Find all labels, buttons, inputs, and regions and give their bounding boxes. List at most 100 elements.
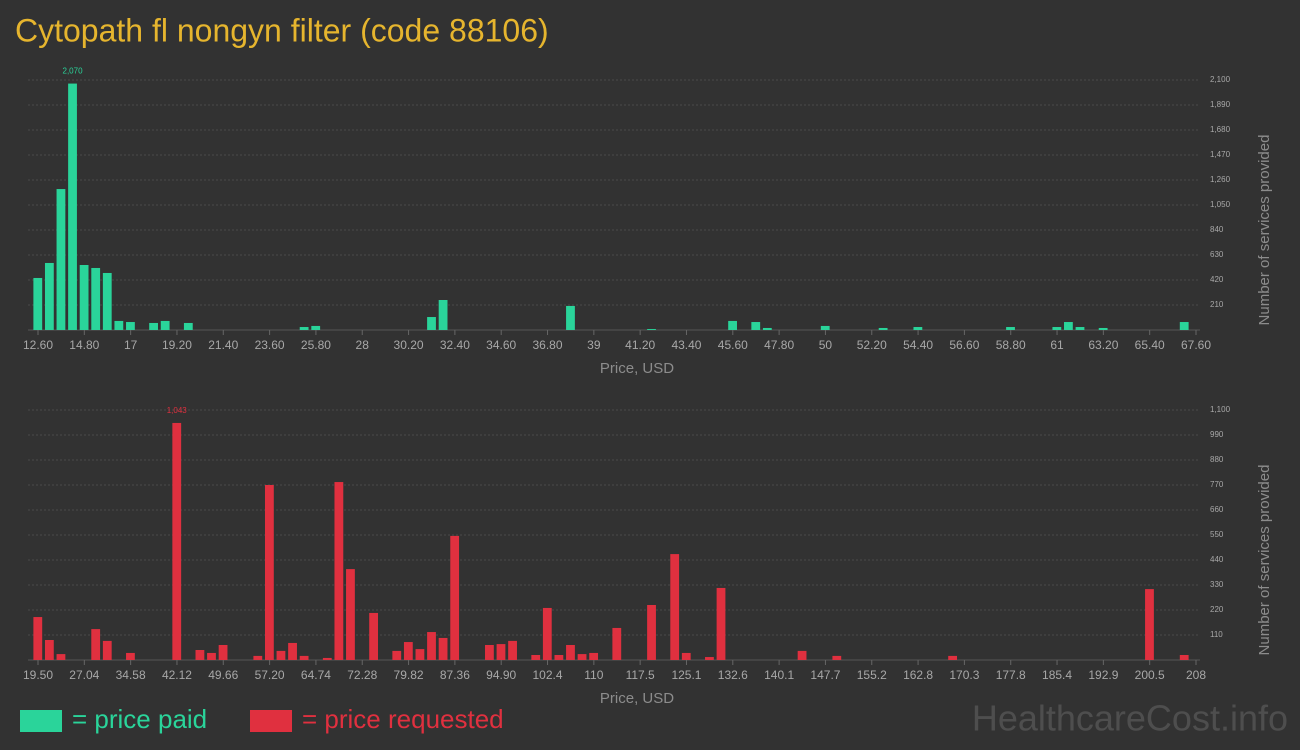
bar — [195, 650, 205, 660]
bar — [566, 645, 575, 660]
x-tick-label: 19.20 — [162, 338, 192, 352]
bar — [276, 650, 286, 660]
bar — [207, 652, 216, 660]
bar — [253, 655, 263, 660]
x-tick-label: 102.4 — [533, 668, 563, 682]
bar — [1098, 327, 1108, 330]
value-label: 2,070 — [63, 67, 84, 76]
bar — [264, 485, 274, 660]
bar — [427, 632, 436, 660]
x-tick-label: 50 — [819, 338, 833, 352]
x-tick-label: 58.80 — [996, 338, 1026, 352]
bar — [913, 327, 923, 330]
bar — [172, 422, 182, 660]
bar — [670, 554, 680, 660]
value-label: 1,043 — [167, 406, 188, 415]
y-tick-label: 840 — [1210, 225, 1224, 234]
x-tick-label: 79.82 — [394, 668, 424, 682]
x-tick-label: 87.36 — [440, 668, 470, 682]
y-axis-title: Number of services provided — [1256, 135, 1273, 326]
x-tick-label: 185.4 — [1042, 668, 1072, 682]
y-tick-label: 770 — [1210, 480, 1224, 489]
bar — [1145, 589, 1154, 660]
x-tick-label: 63.20 — [1088, 338, 1118, 352]
bar — [311, 325, 321, 330]
bar — [299, 327, 309, 330]
x-axis-title: Price, USD — [600, 690, 674, 707]
bar — [288, 642, 297, 660]
x-tick-label: 110 — [584, 668, 603, 682]
bar — [681, 652, 691, 660]
bar — [102, 272, 112, 330]
y-tick-label: 660 — [1210, 505, 1224, 514]
x-tick-label: 177.8 — [996, 668, 1026, 682]
y-tick-label: 1,470 — [1210, 150, 1231, 159]
bar — [438, 300, 448, 330]
bar — [1006, 327, 1015, 330]
y-axis-title: Number of services provided — [1256, 465, 1273, 656]
bar — [33, 277, 43, 330]
y-tick-label: 630 — [1210, 250, 1224, 259]
x-tick-label: 43.40 — [671, 338, 701, 352]
y-tick-label: 330 — [1210, 580, 1224, 589]
legend-label: = price requested — [302, 704, 504, 734]
legend-swatch — [20, 710, 62, 732]
bar — [346, 569, 355, 660]
x-axis-title: Price, USD — [600, 360, 674, 377]
bar — [160, 320, 170, 330]
bar — [728, 320, 737, 330]
y-tick-label: 880 — [1210, 455, 1224, 464]
y-tick-label: 1,260 — [1210, 175, 1231, 184]
y-tick-label: 420 — [1210, 275, 1224, 284]
bar — [948, 655, 958, 660]
bar — [820, 325, 830, 330]
x-tick-label: 34.60 — [486, 338, 516, 352]
x-tick-label: 208 — [1186, 668, 1206, 682]
x-tick-label: 64.74 — [301, 668, 331, 682]
x-tick-label: 32.40 — [440, 338, 470, 352]
x-tick-label: 132.6 — [718, 668, 748, 682]
bar — [1064, 322, 1073, 330]
x-tick-label: 12.60 — [23, 338, 53, 352]
bar — [878, 327, 888, 330]
bar — [647, 605, 656, 660]
bar — [44, 262, 54, 330]
y-tick-label: 1,680 — [1210, 125, 1231, 134]
x-tick-label: 34.58 — [116, 668, 146, 682]
bar — [612, 627, 622, 660]
bar — [403, 642, 413, 660]
x-tick-label: 170.3 — [949, 668, 979, 682]
x-tick-label: 61 — [1050, 338, 1064, 352]
bar — [531, 655, 541, 660]
bar — [126, 322, 135, 330]
y-tick-label: 1,100 — [1210, 405, 1231, 414]
y-tick-label: 1,890 — [1210, 100, 1231, 109]
bar — [149, 322, 158, 330]
legend-swatch — [250, 710, 292, 732]
bar — [56, 189, 66, 330]
title: Cytopath fl nongyn filter (code 88106) — [15, 12, 549, 48]
x-tick-label: 42.12 — [162, 668, 192, 682]
x-tick-label: 192.9 — [1088, 668, 1118, 682]
x-tick-label: 23.60 — [255, 338, 285, 352]
x-tick-label: 155.2 — [857, 668, 887, 682]
bar — [751, 322, 761, 330]
bar — [485, 645, 494, 660]
bar — [1075, 327, 1085, 330]
bar — [114, 320, 124, 330]
bar — [450, 535, 460, 660]
bar — [68, 83, 77, 330]
x-tick-label: 41.20 — [625, 338, 655, 352]
bar — [91, 629, 101, 660]
x-tick-label: 57.20 — [255, 668, 285, 682]
y-tick-label: 210 — [1210, 300, 1224, 309]
y-tick-label: 2,100 — [1210, 75, 1231, 84]
bar — [334, 482, 344, 660]
bar — [33, 617, 43, 660]
x-tick-label: 36.80 — [533, 338, 563, 352]
x-tick-label: 27.04 — [69, 668, 99, 682]
bar — [392, 650, 402, 660]
bar — [183, 322, 193, 330]
x-tick-label: 56.60 — [949, 338, 979, 352]
y-tick-label: 440 — [1210, 555, 1224, 564]
